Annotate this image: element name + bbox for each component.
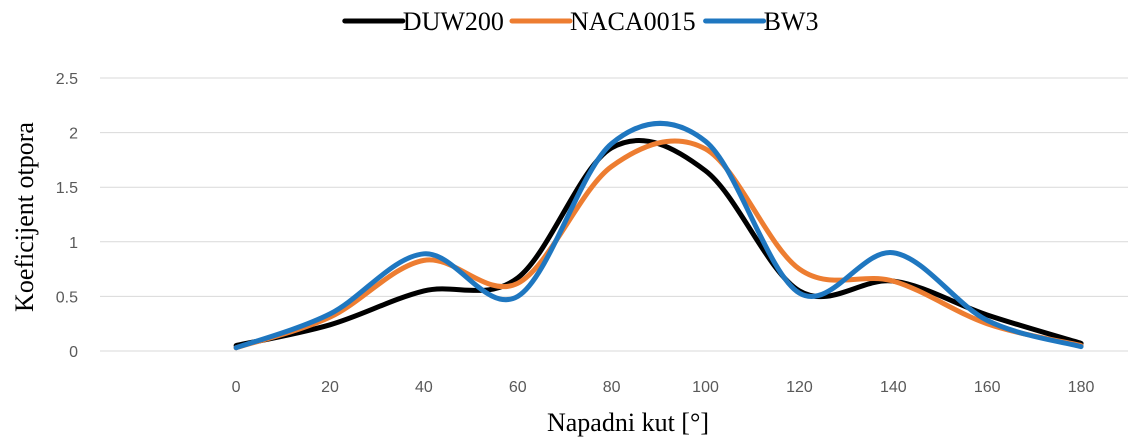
y-tick-label: 2.5: [56, 71, 78, 88]
y-tick-label: 2: [69, 126, 78, 143]
x-tick-label: 60: [509, 379, 527, 396]
series-line-bw3: [233, 120, 1084, 351]
x-tick-label: 160: [974, 379, 1001, 396]
y-tick-label: 0.5: [56, 289, 78, 306]
x-tick-label: 120: [786, 379, 813, 396]
x-tick-label: 20: [321, 379, 339, 396]
y-axis-title: Koeficijent otpora: [10, 122, 39, 312]
y-tick-label: 0: [69, 344, 78, 361]
gridlines: [100, 77, 1128, 352]
y-tick-label: 1: [69, 235, 78, 252]
legend-label-duw200: DUW200: [403, 7, 504, 36]
series-line-naca0015: [233, 138, 1084, 351]
x-tick-label: 140: [880, 379, 907, 396]
x-tick-label: 80: [603, 379, 621, 396]
x-tick-label: 180: [1068, 379, 1095, 396]
x-tick-label: 100: [692, 379, 719, 396]
legend-label-naca0015: NACA0015: [570, 7, 696, 36]
series-line-duw200: [233, 137, 1084, 349]
x-axis-ticks: 0 20 40 60 80 100 120 140 160 180: [232, 379, 1095, 396]
series-layer: [233, 120, 1084, 351]
y-tick-label: 1.5: [56, 180, 78, 197]
legend: DUW200 NACA0015 BW3: [342, 7, 819, 36]
legend-label-bw3: BW3: [764, 7, 819, 36]
x-tick-label: 40: [415, 379, 433, 396]
y-axis-ticks: 0 0.5 1 1.5 2 2.5: [56, 71, 78, 361]
x-axis-title: Napadni kut [°]: [547, 408, 709, 437]
x-tick-label: 0: [232, 379, 241, 396]
